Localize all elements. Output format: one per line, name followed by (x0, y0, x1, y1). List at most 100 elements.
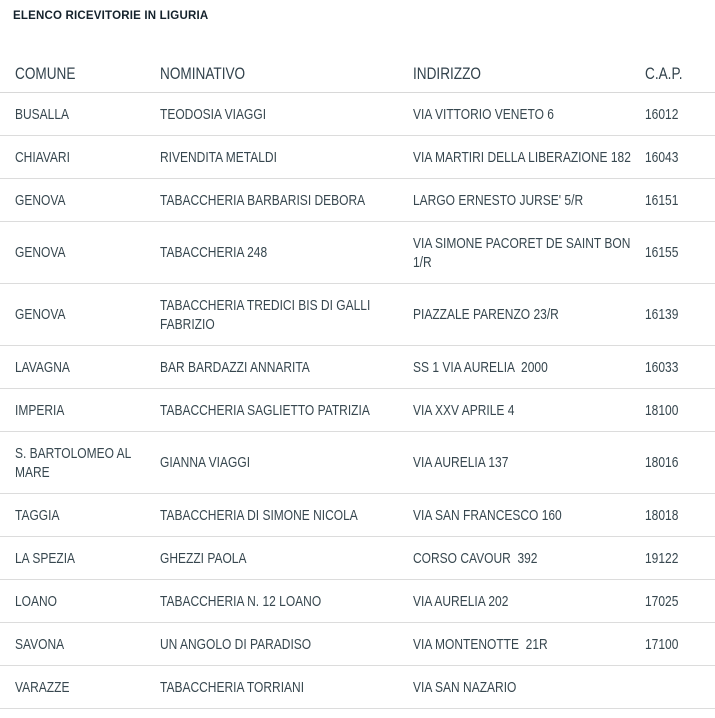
cell-text: TABACCHERIA N. 12 LOANO (160, 592, 322, 610)
cell-nominativo: TABACCHERIA N. 12 LOANO (160, 579, 413, 623)
cell-comune: S. BARTOLOMEO AL MARE (0, 431, 160, 494)
cell-indirizzo: VIA AURELIA 137 (413, 431, 645, 494)
column-header-indirizzo: INDIRIZZO (413, 55, 645, 93)
cell-cap: 16139 (645, 283, 715, 346)
cell-text: BAR BARDAZZI ANNARITA (160, 358, 310, 376)
table-row: LAVAGNA BAR BARDAZZI ANNARITA SS 1 VIA A… (0, 345, 715, 389)
cell-text: 16151 (645, 191, 679, 209)
table-row: GENOVA TABACCHERIA 248 VIA SIMONE PACORE… (0, 221, 715, 284)
cell-text: VIA MARTIRI DELLA LIBERAZIONE 182 (413, 148, 631, 166)
table-row: LOANO TABACCHERIA N. 12 LOANO VIA AURELI… (0, 579, 715, 623)
cell-text: CHIAVARI (15, 148, 70, 166)
cell-text: 16033 (645, 358, 679, 376)
cell-text: VARAZZE (15, 678, 70, 696)
cell-nominativo: BAR BARDAZZI ANNARITA (160, 345, 413, 389)
cell-nominativo: UN ANGOLO DI PARADISO (160, 622, 413, 666)
cell-comune: LAVAGNA (0, 345, 160, 389)
cell-nominativo: RIVENDITA METALDI (160, 135, 413, 179)
cell-nominativo: TABACCHERIA BARBARISI DEBORA (160, 178, 413, 222)
cell-cap: 16155 (645, 221, 715, 284)
cell-comune: CHIAVARI (0, 135, 160, 179)
cell-comune: BUSALLA (0, 92, 160, 136)
table-row: CHIAVARI RIVENDITA METALDI VIA MARTIRI D… (0, 135, 715, 179)
cell-text: BUSALLA (15, 105, 70, 123)
cell-text: LARGO ERNESTO JURSE' 5/R (413, 191, 584, 209)
cell-nominativo: TABACCHERIA TREDICI BIS DI GALLI FABRIZI… (160, 283, 413, 346)
cell-text: S. BARTOLOMEO AL MARE (15, 444, 135, 481)
cell-text: SAVONA (15, 635, 65, 653)
cell-text: GENOVA (15, 191, 66, 209)
cell-comune: SAVONA (0, 622, 160, 666)
cell-text: 16155 (645, 244, 679, 261)
cell-indirizzo: VIA AURELIA 202 (413, 579, 645, 623)
cell-text: VIA XXV APRILE 4 (413, 401, 515, 419)
cell-text: RIVENDITA METALDI (160, 148, 277, 166)
cell-cap: 17100 (645, 622, 715, 666)
column-header-label: C.A.P. (645, 64, 683, 83)
cell-text: VIA AURELIA 137 (413, 454, 509, 471)
cell-nominativo: TABACCHERIA SAGLIETTO PATRIZIA (160, 388, 413, 432)
cell-nominativo: TEODOSIA VIAGGI (160, 92, 413, 136)
cell-text: UN ANGOLO DI PARADISO (160, 635, 312, 653)
cell-text: TABACCHERIA BARBARISI DEBORA (160, 191, 366, 209)
cell-cap: 18100 (645, 388, 715, 432)
column-header-label: INDIRIZZO (413, 64, 481, 83)
table-body: BUSALLA TEODOSIA VIAGGI VIA VITTORIO VEN… (0, 92, 715, 709)
cell-comune: LA SPEZIA (0, 536, 160, 580)
cell-text: VIA SAN NAZARIO (413, 678, 517, 696)
cell-cap: 16033 (645, 345, 715, 389)
table-row: GENOVA TABACCHERIA BARBARISI DEBORA LARG… (0, 178, 715, 222)
cell-text: 19122 (645, 549, 679, 567)
cell-indirizzo: VIA MARTIRI DELLA LIBERAZIONE 182 (413, 135, 645, 179)
cell-text: VIA MONTENOTTE 21R (413, 635, 548, 653)
cell-text: GIANNA VIAGGI (160, 454, 251, 471)
cell-text: TABACCHERIA DI SIMONE NICOLA (160, 506, 358, 524)
cell-text: SS 1 VIA AURELIA 2000 (413, 358, 548, 376)
cell-indirizzo: CORSO CAVOUR 392 (413, 536, 645, 580)
cell-cap: 18018 (645, 493, 715, 537)
cell-indirizzo: LARGO ERNESTO JURSE' 5/R (413, 178, 645, 222)
cell-text: TABACCHERIA TREDICI BIS DI GALLI FABRIZI… (160, 296, 374, 333)
page-title: ELENCO RICEVITORIE IN LIGURIA (13, 10, 209, 22)
cell-comune: IMPERIA (0, 388, 160, 432)
cell-nominativo: TABACCHERIA 248 (160, 221, 413, 284)
cell-text: 16012 (645, 105, 679, 123)
table-row: BUSALLA TEODOSIA VIAGGI VIA VITTORIO VEN… (0, 92, 715, 136)
column-header-label: COMUNE (15, 64, 76, 83)
cell-text: PIAZZALE PARENZO 23/R (413, 306, 559, 323)
cell-indirizzo: VIA MONTENOTTE 21R (413, 622, 645, 666)
cell-cap: 17025 (645, 579, 715, 623)
cell-text: TEODOSIA VIAGGI (160, 105, 267, 123)
ricevitorie-table: COMUNE NOMINATIVO INDIRIZZO C.A.P. BUSAL… (0, 55, 715, 709)
cell-text: VIA VITTORIO VENETO 6 (413, 105, 554, 123)
cell-cap: 18016 (645, 431, 715, 494)
cell-indirizzo: PIAZZALE PARENZO 23/R (413, 283, 645, 346)
cell-text: LAVAGNA (15, 358, 70, 376)
cell-nominativo: GIANNA VIAGGI (160, 431, 413, 494)
cell-text: 18018 (645, 506, 679, 524)
cell-text: 16043 (645, 148, 679, 166)
header-row: COMUNE NOMINATIVO INDIRIZZO C.A.P. (0, 55, 715, 93)
cell-text: 17100 (645, 635, 679, 653)
cell-text: GHEZZI PAOLA (160, 549, 247, 567)
cell-comune: GENOVA (0, 283, 160, 346)
cell-cap: 16151 (645, 178, 715, 222)
cell-text: TABACCHERIA 248 (160, 244, 268, 261)
table-row: IMPERIA TABACCHERIA SAGLIETTO PATRIZIA V… (0, 388, 715, 432)
table-row: VARAZZE TABACCHERIA TORRIANI VIA SAN NAZ… (0, 665, 715, 709)
cell-text: VIA AURELIA 202 (413, 592, 509, 610)
cell-indirizzo: VIA SAN FRANCESCO 160 (413, 493, 645, 537)
cell-text: 18100 (645, 401, 679, 419)
cell-text: TABACCHERIA TORRIANI (160, 678, 305, 696)
cell-cap: 16043 (645, 135, 715, 179)
cell-text: GENOVA (15, 244, 66, 261)
cell-text: GENOVA (15, 306, 66, 323)
cell-text: VIA SIMONE PACORET DE SAINT BON 1/R (413, 234, 634, 271)
table-row: SAVONA UN ANGOLO DI PARADISO VIA MONTENO… (0, 622, 715, 666)
cell-comune: VARAZZE (0, 665, 160, 709)
cell-text: 16139 (645, 306, 679, 323)
table-row: GENOVA TABACCHERIA TREDICI BIS DI GALLI … (0, 283, 715, 346)
cell-nominativo: TABACCHERIA DI SIMONE NICOLA (160, 493, 413, 537)
table-header: COMUNE NOMINATIVO INDIRIZZO C.A.P. (0, 55, 715, 93)
cell-text: LA SPEZIA (15, 549, 76, 567)
